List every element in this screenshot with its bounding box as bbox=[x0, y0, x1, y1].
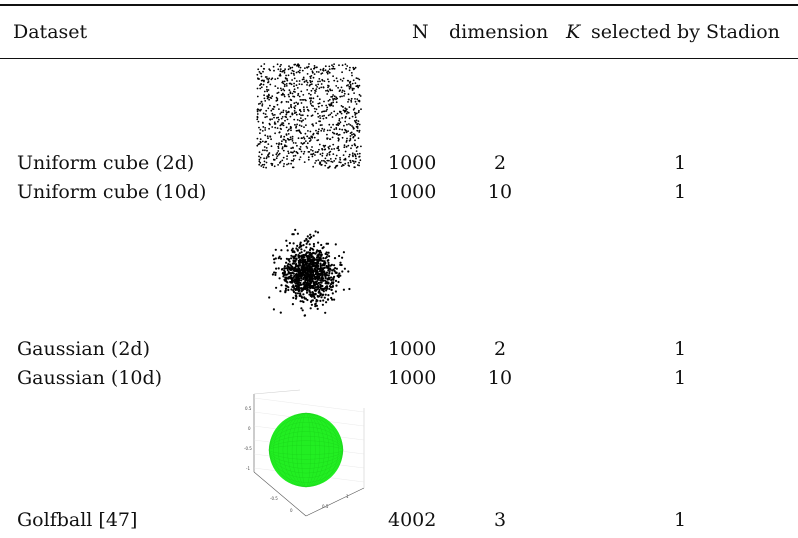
row-uniform-2d-k: 1 bbox=[673, 152, 687, 174]
golfball-thumbnail: 0.5 0 -0.5 -1 -0.5 0 0.5 1 bbox=[244, 389, 365, 517]
golfball-axis-tick: -1 bbox=[246, 466, 250, 471]
header-selected-by: selected by Stadion bbox=[591, 21, 780, 43]
row-gaussian-2d-n: 1000 bbox=[388, 338, 437, 360]
row-gaussian-2d-dimension: 2 bbox=[493, 338, 507, 360]
golfball-axis-tick: 0 bbox=[248, 426, 251, 431]
golfball-axis-tick: -0.5 bbox=[244, 446, 252, 451]
header-dataset: Dataset bbox=[13, 21, 88, 43]
row-golfball-n: 4002 bbox=[388, 509, 437, 531]
row-gaussian-10d-k: 1 bbox=[673, 367, 687, 389]
row-golfball-k: 1 bbox=[673, 509, 687, 531]
row-gaussian-2d-name: Gaussian (2d) bbox=[17, 338, 150, 360]
header-dimension: dimension bbox=[449, 21, 549, 43]
table-top-rule bbox=[0, 4, 798, 6]
row-gaussian-10d-name: Gaussian (10d) bbox=[17, 367, 163, 389]
row-gaussian-10d-n: 1000 bbox=[388, 367, 437, 389]
gaussian-thumbnail bbox=[268, 228, 351, 317]
row-golfball-name: Golfball [47] bbox=[17, 509, 138, 531]
row-uniform-10d-n: 1000 bbox=[388, 181, 437, 203]
golfball-axis-tick: -0.5 bbox=[270, 496, 278, 501]
golfball-axes bbox=[253, 389, 365, 517]
row-uniform-2d-dimension: 2 bbox=[493, 152, 507, 174]
golfball-axis-tick: 0.5 bbox=[245, 406, 252, 411]
row-uniform-2d-n: 1000 bbox=[388, 152, 437, 174]
golfball-axis-tick: 1 bbox=[346, 494, 349, 499]
table-header-rule bbox=[0, 58, 798, 59]
row-uniform-10d-dimension: 10 bbox=[487, 181, 513, 203]
row-gaussian-2d-k: 1 bbox=[673, 338, 687, 360]
golfball-axis-tick: 0 bbox=[290, 508, 293, 513]
header-n: N bbox=[412, 21, 429, 43]
row-uniform-10d-k: 1 bbox=[673, 181, 687, 203]
uniform-cube-thumbnail bbox=[256, 63, 362, 169]
row-uniform-10d-name: Uniform cube (10d) bbox=[17, 181, 207, 203]
row-gaussian-10d-dimension: 10 bbox=[487, 367, 513, 389]
golfball-axis-tick: 0.5 bbox=[322, 504, 329, 509]
golfball-sphere bbox=[269, 413, 343, 487]
row-golfball-dimension: 3 bbox=[493, 509, 507, 531]
header-k: K bbox=[566, 21, 581, 43]
row-uniform-2d-name: Uniform cube (2d) bbox=[17, 152, 195, 174]
